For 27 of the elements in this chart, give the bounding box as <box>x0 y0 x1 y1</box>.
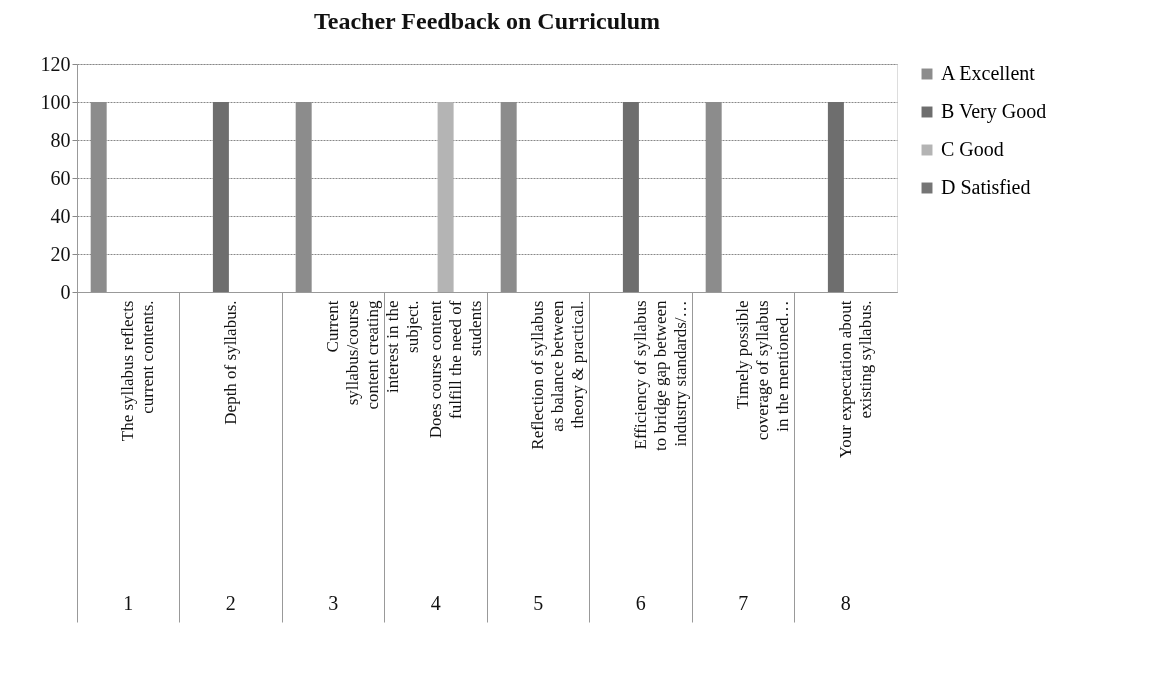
y-tick-label: 80 <box>50 128 71 151</box>
y-tick-label: 40 <box>50 204 71 227</box>
text: 1 <box>123 592 134 614</box>
text: 4 <box>430 592 441 614</box>
legend-label: D Satisfied <box>941 176 1031 198</box>
text: 6 <box>635 592 646 614</box>
legend-label: C Good <box>941 138 1004 160</box>
y-tick-label: 100 <box>40 90 71 113</box>
text: 3 <box>328 592 339 614</box>
x-tick-label: Depth of syllabus. <box>220 300 240 425</box>
chart-title: Teacher Feedback on Curriculum <box>314 8 660 34</box>
y-tick-label: 120 <box>40 52 71 75</box>
x-tick-label: Current syllabus/course content creating interest in the subject. <box>323 300 423 410</box>
x-tick-label: The syllabus reflects current contents. <box>118 300 158 442</box>
y-tick-label: 20 <box>50 242 71 265</box>
text: 8 <box>840 592 851 614</box>
legend-label: B Very Good <box>941 100 1047 123</box>
x-tick-label: Efficiency of syllabus to bridge gap between industry standards/… <box>630 300 690 452</box>
x-tick-label: Reflection of syllabus as balance between theory & practical. <box>528 300 588 450</box>
y-tick-label: 0 <box>60 280 71 303</box>
text: 7 <box>738 592 749 614</box>
text: 2 <box>225 592 236 614</box>
x-tick-label: Your expectation about existing syllabus. <box>835 300 875 459</box>
text: 5 <box>533 592 544 614</box>
y-tick-label: 60 <box>50 166 71 189</box>
x-tick-label: Timely possible coverage of syllabus in the mentioned… <box>733 300 793 441</box>
legend-label: A Excellent <box>941 62 1036 84</box>
